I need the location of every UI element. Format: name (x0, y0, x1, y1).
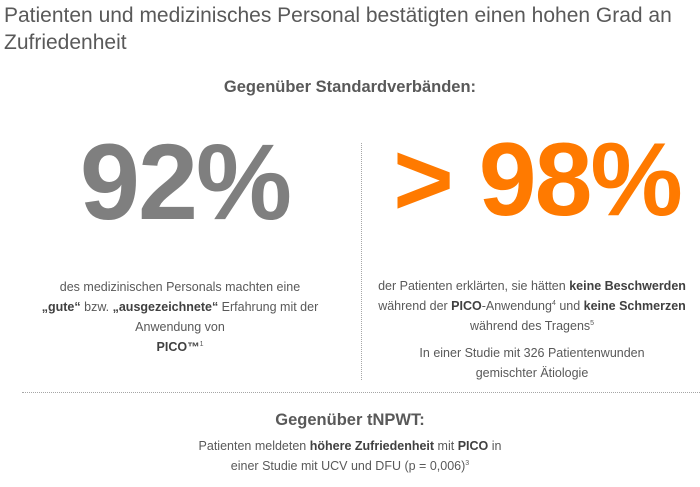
section-heading-tnpwt: Gegenüber tNPWT: (275, 411, 425, 429)
vertical-dotted-divider (361, 143, 362, 380)
footnote-ref: 4 (551, 299, 556, 307)
footnote-ref: 1 (199, 340, 204, 348)
tnpwt-comparison-text: Patienten meldeten höhere Zufriedenheit … (198, 439, 502, 473)
section-heading-standard: Gegenüber Standardverbänden: (223, 78, 477, 96)
study-note: In einer Studie mit 326 Patientenwunden … (419, 346, 645, 380)
footnote-ref: 3 (465, 459, 470, 467)
footnote-ref: 5 (590, 319, 595, 327)
staff-satisfaction-text: des medizinischen Personals machten eine… (41, 280, 319, 354)
stat-98-percent: > 98% (393, 122, 683, 238)
horizontal-dotted-divider (22, 392, 700, 393)
page-title: Patienten und medizinisches Personal bes… (4, 4, 672, 54)
stat-92-percent: 92% (79, 121, 292, 242)
patient-satisfaction-text: der Patienten erklärten, sie hätten kein… (378, 279, 686, 333)
